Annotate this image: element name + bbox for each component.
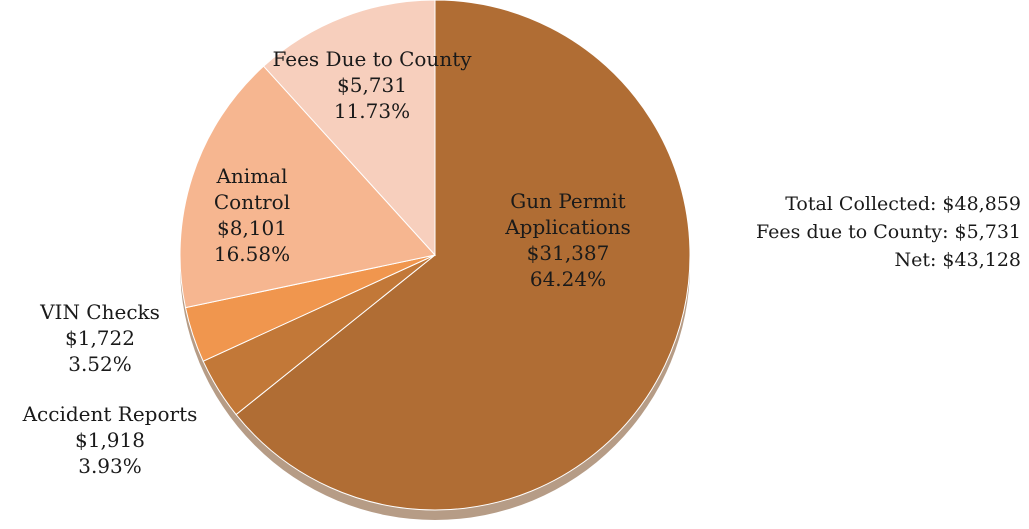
value-label: $8,101 (217, 216, 287, 240)
pie-slice (235, 0, 691, 511)
percent-label: 64.24% (529, 267, 607, 291)
category-label: Animal Control (213, 164, 291, 214)
annotation: Net: $43,128 (894, 249, 1021, 271)
slice-label: Gun Permit Applications $31,387 64.24% (483, 188, 653, 292)
percent-label: 11.73% (333, 99, 411, 123)
value-label: $1,722 (65, 326, 135, 350)
category-label: Gun Permit Applications (505, 189, 631, 239)
percent-label: 16.58% (213, 242, 291, 266)
value-label: $1,918 (75, 428, 145, 452)
pie-slice (179, 65, 436, 309)
percent-label: 3.52% (68, 352, 132, 376)
annotation: Fees due to County: $5,731 (756, 221, 1021, 243)
category-label: Accident Reports (22, 402, 198, 426)
pie-slice (262, 0, 436, 257)
slice-label: Animal Control $8,101 16.58% (197, 163, 307, 267)
annotation: Total Collected: $48,859 (785, 193, 1021, 215)
percent-label: 3.93% (78, 454, 142, 478)
slice-label: Accident Reports $1,918 3.93% (0, 401, 220, 479)
value-label: $5,731 (337, 73, 407, 97)
category-label: Fees Due to County (272, 47, 472, 71)
category-label: VIN Checks (40, 300, 160, 324)
slice-label: Fees Due to County $5,731 11.73% (252, 46, 492, 124)
slice-label: VIN Checks $1,722 3.52% (20, 299, 180, 377)
value-label: $31,387 (526, 241, 610, 265)
